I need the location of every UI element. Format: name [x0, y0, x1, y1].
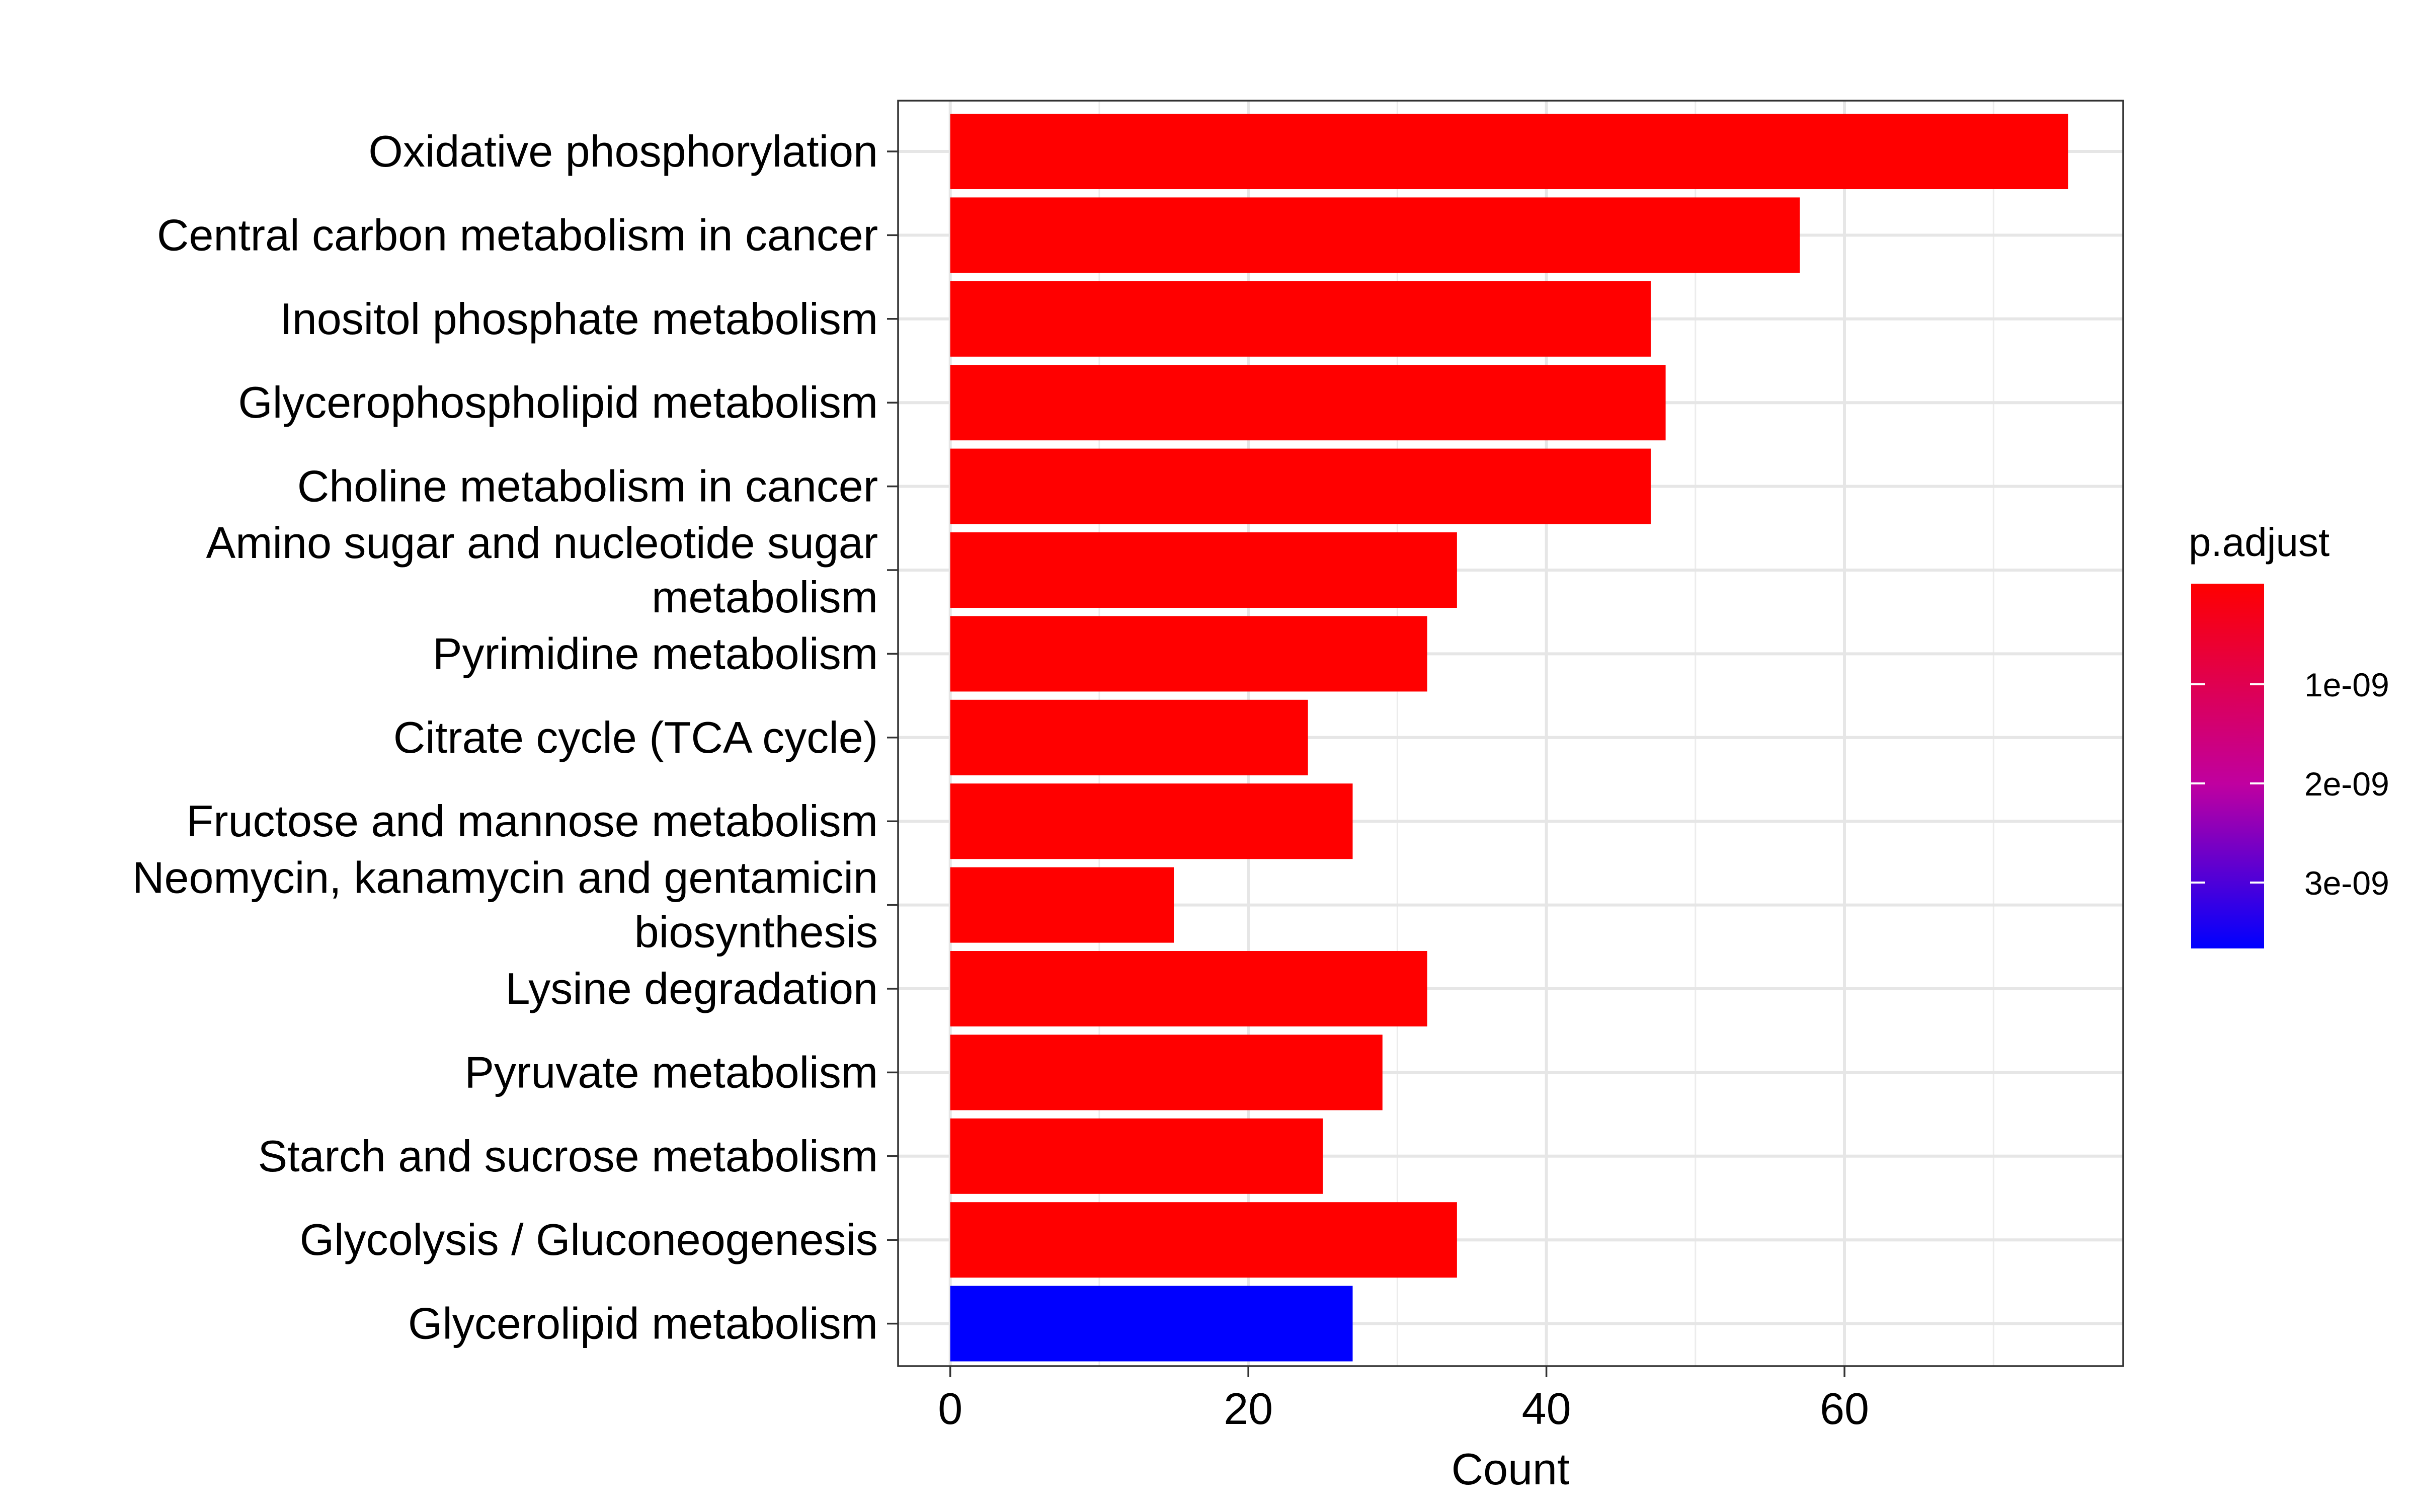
y-tick-label: Lysine degradation: [506, 964, 878, 1013]
bar: [950, 951, 1427, 1026]
bar: [950, 867, 1174, 943]
bar: [950, 699, 1308, 775]
y-tick-label: Fructose and mannose metabolism: [187, 796, 878, 846]
y-tick-label: Neomycin, kanamycin and gentamicin biosyn…: [132, 853, 878, 957]
y-tick-label: Oxidative phosphorylation: [368, 126, 878, 176]
bar-layer: [950, 114, 2068, 1362]
bar: [950, 1286, 1353, 1362]
bar: [950, 1202, 1457, 1278]
bar: [950, 532, 1457, 608]
y-tick-label: Central carbon metabolism in cancer: [157, 210, 878, 260]
legend-colorbar: [2191, 584, 2264, 948]
y-tick-label: Pyruvate metabolism: [464, 1047, 878, 1097]
y-tick-label: Citrate cycle (TCA cycle): [393, 712, 878, 762]
bar: [950, 365, 1666, 441]
legend-tick-label: 3e-09: [2304, 864, 2389, 902]
bar: [950, 448, 1651, 524]
y-tick-label: Starch and sucrose metabolism: [258, 1131, 878, 1181]
bar: [950, 114, 2068, 189]
x-tick-label: 0: [938, 1384, 962, 1434]
y-tick-label: Glycerophospholipid metabolism: [238, 377, 878, 427]
y-tick-label: Glycerolipid metabolism: [408, 1299, 878, 1348]
y-tick-label: Amino sugar and nucleotide sugar metaboli…: [206, 518, 878, 622]
y-tick-label-line: biosynthesis: [634, 907, 878, 957]
x-tick-label: 20: [1224, 1384, 1273, 1434]
y-tick-label-line: Neomycin, kanamycin and gentamicin: [132, 853, 878, 903]
y-tick-label: Inositol phosphate metabolism: [280, 294, 878, 344]
y-tick-label: Choline metabolism in cancer: [297, 461, 878, 511]
bar: [950, 1118, 1323, 1194]
y-tick-label-line: Amino sugar and nucleotide sugar: [206, 518, 878, 568]
axis-layer: Oxidative phosphorylation Central carbon …: [132, 126, 1869, 1434]
bar: [950, 197, 1800, 273]
bar: [950, 1034, 1383, 1110]
y-tick-label: Glycolysis / Gluconeogenesis: [300, 1215, 878, 1264]
legend-tick-label: 2e-09: [2304, 765, 2389, 803]
bar: [950, 616, 1427, 692]
y-tick-label-line: metabolism: [652, 572, 878, 622]
legend: p.adjust 1e-09 2e-09 3e-09: [2189, 520, 2389, 948]
bar: [950, 281, 1651, 357]
y-tick-label: Pyrimidine metabolism: [433, 628, 878, 678]
plot-panel-border: [897, 100, 2124, 1367]
legend-tick-label: 1e-09: [2304, 666, 2389, 703]
x-axis-title: Count: [1452, 1444, 1570, 1494]
bar: [950, 783, 1353, 859]
legend-title: p.adjust: [2189, 520, 2329, 565]
x-tick-label: 40: [1522, 1384, 1571, 1434]
x-tick-label: 60: [1820, 1384, 1869, 1434]
